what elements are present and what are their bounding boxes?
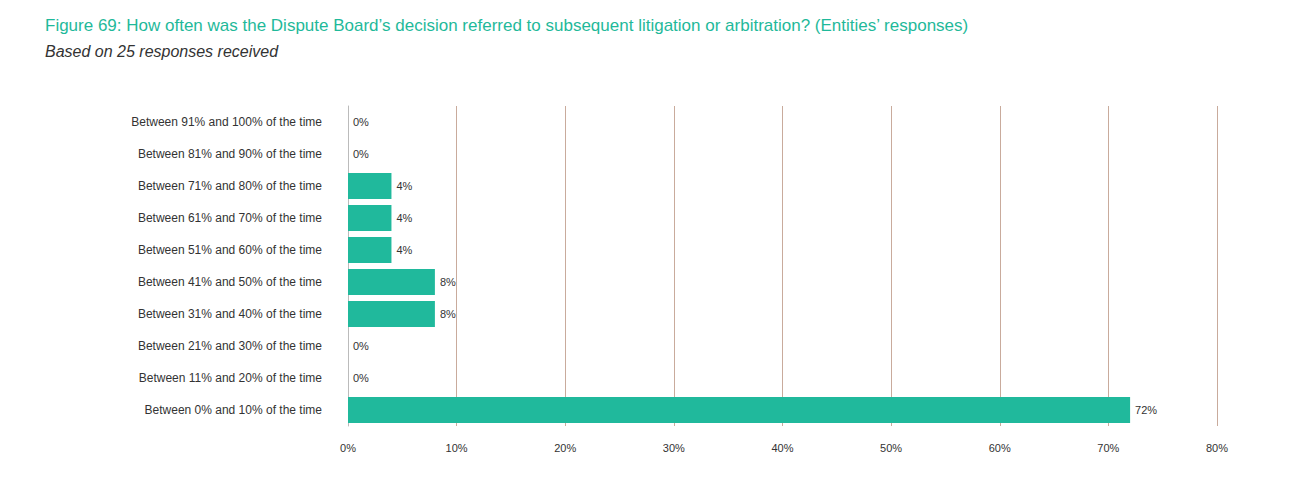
svg-text:Between 41% and 50% of the tim: Between 41% and 50% of the time [138,275,322,289]
svg-text:Between 81% and 90% of the tim: Between 81% and 90% of the time [138,147,322,161]
svg-text:Between 0% and 10% of the time: Between 0% and 10% of the time [145,403,323,417]
svg-text:70%: 70% [1097,442,1119,454]
svg-text:8%: 8% [440,308,456,320]
svg-text:Between 31% and 40% of the tim: Between 31% and 40% of the time [138,307,322,321]
svg-text:Between 51% and 60% of the tim: Between 51% and 60% of the time [138,243,322,257]
svg-text:Between 71% and 80% of the tim: Between 71% and 80% of the time [138,179,322,193]
svg-text:Based on 25 responses received: Based on 25 responses received [45,43,279,60]
svg-text:0%: 0% [353,340,369,352]
svg-text:4%: 4% [396,244,412,256]
svg-text:Between 91% and 100% of the ti: Between 91% and 100% of the time [131,115,322,129]
svg-text:0%: 0% [353,372,369,384]
svg-text:40%: 40% [771,442,793,454]
svg-text:0%: 0% [353,148,369,160]
svg-text:50%: 50% [880,442,902,454]
svg-text:Figure 69: How often was the D: Figure 69: How often was the Dispute Boa… [45,16,968,35]
svg-text:10%: 10% [446,442,468,454]
svg-text:20%: 20% [554,442,576,454]
svg-text:72%: 72% [1135,404,1157,416]
svg-text:4%: 4% [396,180,412,192]
svg-text:30%: 30% [663,442,685,454]
svg-text:80%: 80% [1206,442,1228,454]
svg-text:Between 21% and 30% of the tim: Between 21% and 30% of the time [138,339,322,353]
svg-text:0%: 0% [340,442,356,454]
svg-text:Between 11% and 20% of the tim: Between 11% and 20% of the time [139,371,323,385]
svg-text:8%: 8% [440,276,456,288]
svg-text:Between 61% and 70% of the tim: Between 61% and 70% of the time [138,211,322,225]
svg-text:4%: 4% [396,212,412,224]
svg-text:0%: 0% [353,116,369,128]
svg-text:60%: 60% [989,442,1011,454]
